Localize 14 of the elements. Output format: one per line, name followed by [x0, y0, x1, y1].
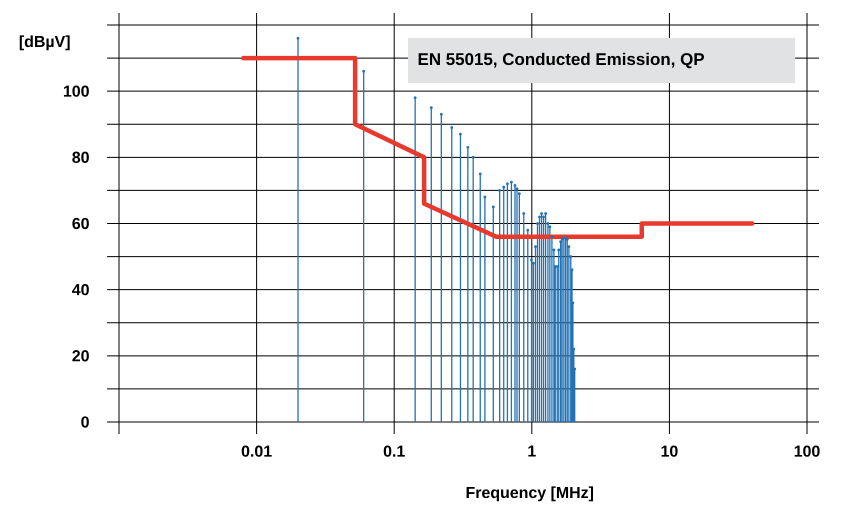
y-tick-label: 0 [81, 416, 89, 428]
x-tick-label: 0.1 [384, 446, 405, 457]
y-axis-title: [dBµV] [20, 35, 70, 50]
x-tick-label: 10 [662, 446, 678, 457]
y-tick-label: 20 [72, 350, 89, 362]
x-axis-title: Frequency [MHz] [466, 486, 594, 502]
x-tick-label: 0.01 [242, 446, 272, 457]
y-tick-label: 100 [64, 86, 89, 97]
y-tick-label: 60 [72, 218, 89, 230]
y-tick-label: 80 [72, 152, 89, 163]
text: EN 55015, Conducted Emission, QP [418, 52, 704, 68]
y-tick-label: 40 [72, 284, 89, 296]
x-tick-label: 100 [794, 446, 820, 457]
x-tick-label: 1 [528, 446, 536, 456]
